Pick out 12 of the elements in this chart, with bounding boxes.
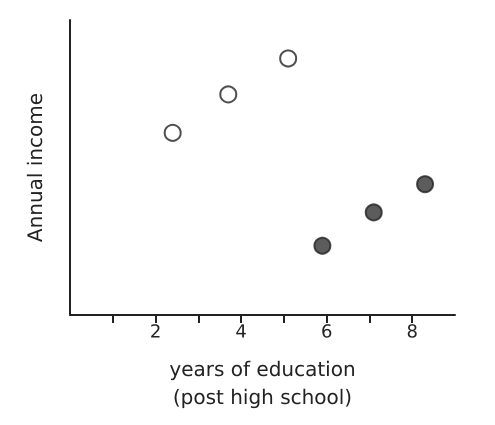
x-tick-label: 8 — [406, 322, 418, 342]
y-axis-title: Annual income — [23, 92, 47, 242]
point — [219, 85, 238, 104]
point — [416, 175, 434, 194]
x-axis-title: years of education (post high school) — [169, 357, 356, 409]
x-tick-label: 2 — [150, 322, 162, 342]
point — [364, 203, 383, 222]
point — [164, 124, 182, 142]
point — [279, 49, 298, 68]
point — [313, 236, 332, 255]
x-tick-label: 4 — [235, 322, 247, 342]
x-tick-label: 6 — [320, 322, 332, 342]
